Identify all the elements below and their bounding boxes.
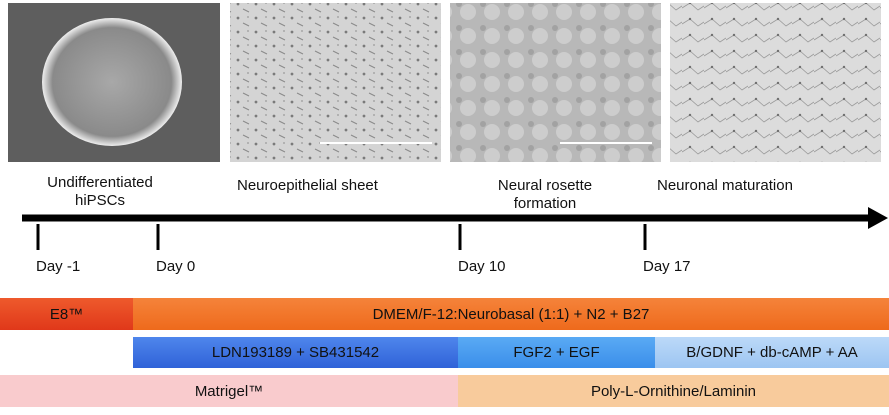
- medium-bar: DMEM/F-12:Neurobasal (1:1) + N2 + B27: [133, 298, 889, 330]
- coating-bar: Matrigel™: [0, 375, 458, 407]
- stage-label: Neural rosette formation: [497, 177, 593, 212]
- day-label: Day -1: [36, 258, 81, 275]
- day-label: Day 0: [156, 258, 196, 275]
- image-neurons: [670, 3, 881, 162]
- day-label: Day 10: [458, 258, 506, 275]
- image-rosette: [450, 3, 661, 162]
- factor-bar: FGF2 + EGF: [458, 337, 655, 368]
- coating-bar: Poly-L-Ornithine/Laminin: [458, 375, 889, 407]
- stage-label: Neuronal maturation: [657, 177, 793, 194]
- medium-bar: E8™: [0, 298, 133, 330]
- stage-label: Neuroepithelial sheet: [237, 177, 378, 194]
- factor-bar: LDN193189 + SB431542: [133, 337, 458, 368]
- image-neuroepithelial: [230, 3, 441, 162]
- arrow-head: [868, 207, 888, 229]
- images-and-timeline: [8, 3, 888, 250]
- day-label: Day 17: [643, 258, 691, 275]
- stage-label: Undifferentiated hiPSCs: [47, 174, 153, 209]
- colony: [42, 18, 182, 146]
- factor-bar: B/GDNF + db-cAMP + AA: [655, 337, 889, 368]
